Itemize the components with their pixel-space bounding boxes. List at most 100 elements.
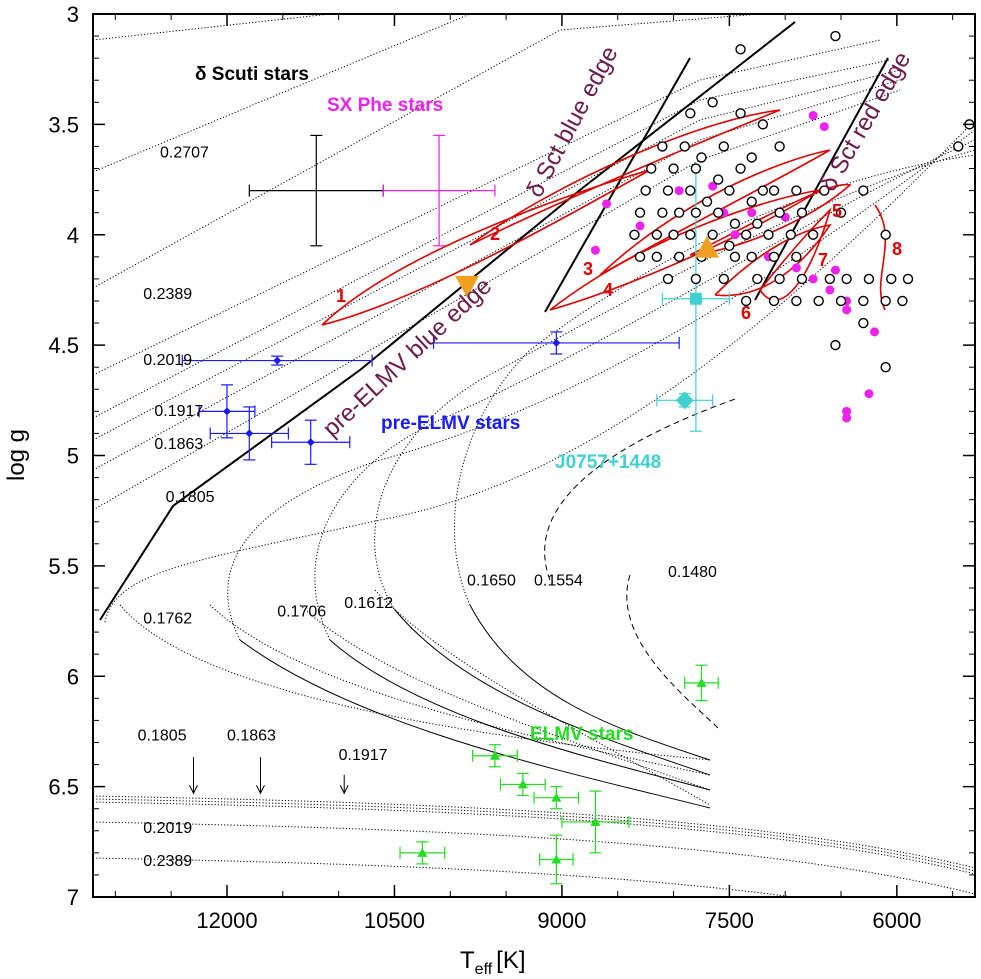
- dsct-star-point: [673, 251, 685, 263]
- dsct-star-point: [807, 229, 819, 240]
- y-tick-label: 4: [67, 223, 79, 248]
- mass-track-line: [374, 589, 711, 806]
- dsct-star-point: [690, 163, 702, 174]
- preelmv-star-point: [273, 356, 282, 365]
- preelmv-star-point: [552, 338, 561, 347]
- sxphe-star-point: [635, 221, 645, 231]
- elmv-star-point: [417, 847, 428, 857]
- mass-label: 0.1650: [467, 573, 516, 590]
- red-track-number: 1: [336, 286, 346, 306]
- x-tick-label: 7500: [705, 908, 754, 933]
- dsct-star-point: [740, 295, 752, 307]
- dsct-star-point: [690, 207, 702, 218]
- mass-track-line: [227, 129, 975, 641]
- dsct-star-point: [791, 251, 802, 263]
- dsct-star-point: [858, 185, 869, 196]
- dsct-star-point: [735, 163, 746, 174]
- dsct-star-point: [785, 229, 796, 240]
- dsct-star-point: [701, 196, 713, 207]
- mass-track-line: [93, 39, 881, 376]
- mass-track-line: [93, 801, 975, 875]
- dsct-star-point: [835, 295, 847, 307]
- dsct-star-point: [752, 218, 763, 229]
- dsct-star-point: [690, 273, 702, 285]
- preelmv-star-point: [306, 438, 315, 447]
- mass-track-line: [93, 857, 798, 897]
- y-tick-label: 3.5: [48, 112, 79, 137]
- elmv-star-point: [696, 677, 707, 687]
- mass-label: 0.2389: [143, 286, 192, 303]
- red-track-2: [469, 109, 781, 246]
- y-tick-label: 6: [67, 664, 79, 689]
- dsct-star-point: [668, 229, 679, 240]
- dsct-star-point: [746, 196, 757, 207]
- preelmv-group-label: pre-ELMV stars: [381, 413, 520, 434]
- mass-track-line: [93, 798, 975, 872]
- dsct-star-point: [651, 229, 663, 240]
- dsct-star-point: [718, 141, 729, 152]
- dsct-star-point: [830, 339, 841, 351]
- dsct-star-point: [813, 295, 824, 307]
- dsct-star-point: [729, 251, 741, 263]
- sxphe-star-point: [808, 274, 818, 284]
- dsct-star-point: [768, 251, 780, 263]
- dsct-star-point: [668, 163, 679, 174]
- mass-track-line: [314, 139, 975, 641]
- sxphe-star-point: [864, 389, 874, 399]
- dsct-star-point: [774, 273, 785, 285]
- dsct-star-point: [880, 229, 891, 240]
- arrow-head: [339, 785, 349, 795]
- dsct-star-point: [886, 273, 897, 285]
- dsct-star-point: [763, 229, 774, 240]
- mass-track-line: [93, 14, 471, 173]
- annotations: 1 2 34 5 6 7 8 0.2707 0.2389 0.2019 0.1917 0.1863 0.…: [138, 144, 902, 870]
- dsct-star-point: [757, 185, 769, 196]
- orange-triangle-point: [695, 235, 720, 258]
- dsct-star-point: [774, 207, 785, 218]
- x-tick-label: 9000: [537, 908, 586, 933]
- red-track-6: [714, 223, 832, 297]
- red-track-number: 4: [603, 280, 613, 300]
- mass-label: 0.1917: [339, 747, 388, 764]
- dsct-star-point: [819, 185, 830, 196]
- y-tick-label: 3: [67, 2, 79, 27]
- preelmv-star-point: [222, 407, 231, 416]
- dsct-star-point: [902, 273, 914, 285]
- arrow-head: [189, 785, 198, 795]
- dsct-star-point: [757, 119, 769, 130]
- dsct-star-point: [835, 207, 847, 218]
- dsct-star-point: [657, 207, 668, 218]
- dsct-star-point: [953, 141, 964, 152]
- arrow-head: [256, 785, 265, 795]
- dsct-star-point: [897, 295, 908, 307]
- mass-label: 0.2707: [160, 144, 209, 161]
- dsct-star-point: [768, 185, 780, 196]
- dsct-star-point: [724, 185, 735, 196]
- dsct-star-point: [863, 273, 875, 285]
- red-track-number: 8: [892, 239, 902, 259]
- mass-track-line: [209, 604, 711, 776]
- mass-track-line: [93, 795, 975, 869]
- dsct-star-point: [796, 273, 808, 285]
- sxphe-star-point: [602, 199, 612, 209]
- red-track-number: 7: [818, 250, 828, 270]
- j0757-square: [689, 292, 702, 305]
- mass-track-line: [119, 604, 711, 761]
- sxphe-star-point: [808, 111, 818, 121]
- mass-label: 0.1612: [344, 595, 393, 612]
- sxphe-star-point: [819, 122, 829, 132]
- dsct-star-point: [685, 185, 696, 196]
- dsct-star-point: [752, 273, 763, 285]
- data-points: [181, 30, 975, 885]
- dsct-star-point: [696, 152, 707, 163]
- x-tick-label: 10500: [364, 908, 425, 933]
- sxphe-star-point: [708, 181, 718, 191]
- y-tick-label: 5: [67, 444, 79, 469]
- dsct-star-point: [791, 295, 802, 307]
- dsct-star-point: [724, 240, 735, 251]
- dsct-star-point: [735, 108, 746, 119]
- mass-track-line: [93, 89, 901, 511]
- cooling-track-line: [329, 639, 711, 791]
- sxphe-group-label: SX Phe stars: [327, 95, 443, 116]
- preelmv-star-point: [245, 429, 254, 438]
